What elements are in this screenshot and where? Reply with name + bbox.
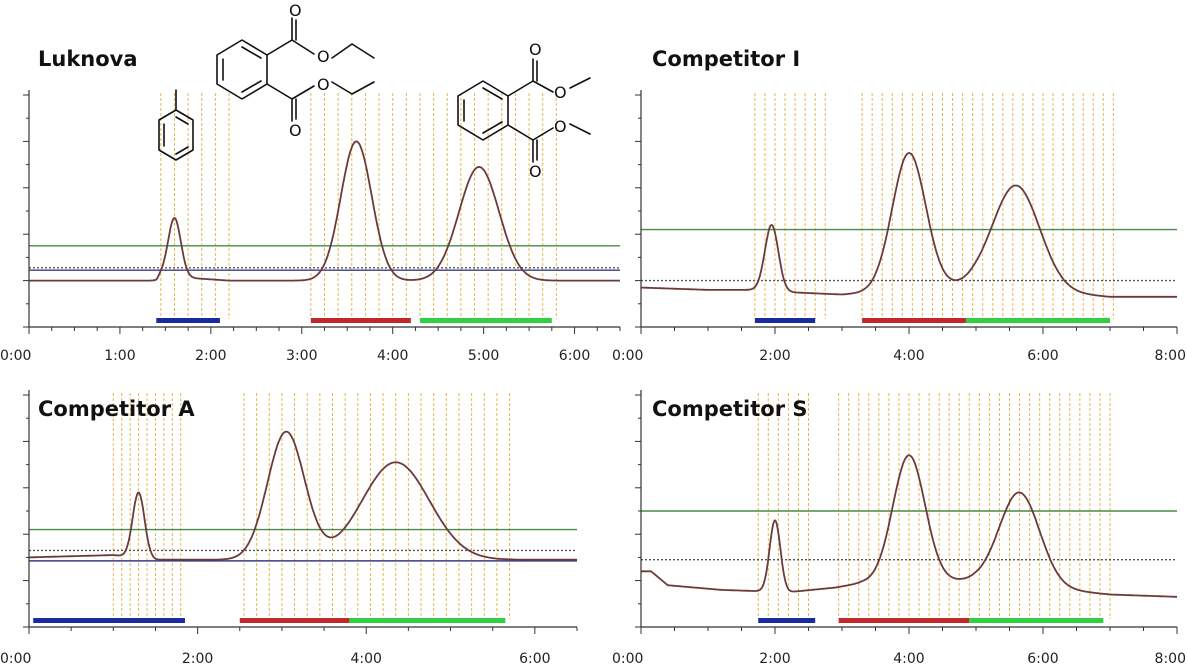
atom-o-dimethyl-1: O [529,40,542,59]
x-tick-label: 6:00 [559,348,590,364]
x-tick-label: 5:00 [468,348,499,364]
x-tick-label: 0:00 [0,348,31,364]
fraction-bar-green [419,318,552,323]
x-tick-label: 6:00 [1027,651,1058,667]
x-tick-label: 0:00 [612,651,643,667]
fraction-bar-red [310,318,411,323]
x-tick-label: 4:00 [893,651,924,667]
fraction-bar-blue [33,618,185,623]
diethyl-phthalate-structure: O O O O [216,1,375,140]
fraction-bar-green [349,618,506,623]
x-tick-label: 2:00 [759,348,790,364]
x-tick-label: 4:00 [377,348,408,364]
atom-o-dimethyl-4: O [529,162,542,181]
atom-o-diethyl-2: O [317,47,330,66]
atom-o-diethyl-4: O [289,121,302,140]
atom-o-diethyl-1: O [289,1,302,20]
x-tick-label: 6:00 [1027,348,1058,364]
fraction-bar-green [965,318,1110,323]
fraction-bar-green [969,618,1104,623]
detector-trace [641,454,1177,598]
detector-trace [29,430,577,561]
panel-title: Luknova [38,47,138,71]
panel-3: 0:00 2:00 4:00 6:00 8:00 Competitor S [612,390,1186,667]
fraction-bar-red [862,318,966,323]
detector-trace [29,140,620,282]
atom-o-dimethyl-2: O [554,83,567,102]
panel-title: Competitor I [652,47,800,71]
x-tick-label: 8:00 [1155,651,1186,667]
detector-trace [641,152,1177,298]
panel-0: 0:00 1:00 2:00 3:00 4:00 5:00 6:00 Luknova [0,47,621,364]
x-tick-label: 8:00 [1155,348,1186,364]
atom-o-diethyl-3: O [317,75,330,94]
panel-2: 0:00 2:00 4:00 6:00 Competitor A [0,390,578,667]
x-tick-label: 0:00 [0,651,31,667]
fraction-bar-blue [758,618,816,623]
x-tick-label: 4:00 [351,651,382,667]
panel-title: Competitor S [652,397,808,421]
fraction-bar-blue [754,318,816,323]
x-tick-label: 2:00 [195,348,226,364]
dimethyl-phthalate-structure: O O O O [457,40,591,181]
x-tick-label: 4:00 [893,348,924,364]
x-tick-label: 2:00 [759,651,790,667]
x-tick-label: 3:00 [286,348,317,364]
x-tick-label: 2:00 [182,651,213,667]
fraction-bar-red [838,618,970,623]
panel-1: 0:00 2:00 4:00 6:00 8:00 Competitor I [612,47,1186,364]
fraction-bar-red [239,618,350,623]
fraction-bar-blue [156,318,220,323]
x-tick-label: 0:00 [612,348,643,364]
x-tick-label: 1:00 [104,348,135,364]
x-tick-label: 6:00 [519,651,550,667]
atom-o-dimethyl-3: O [554,117,567,136]
panel-title: Competitor A [38,397,195,421]
toluene-structure [158,89,194,161]
